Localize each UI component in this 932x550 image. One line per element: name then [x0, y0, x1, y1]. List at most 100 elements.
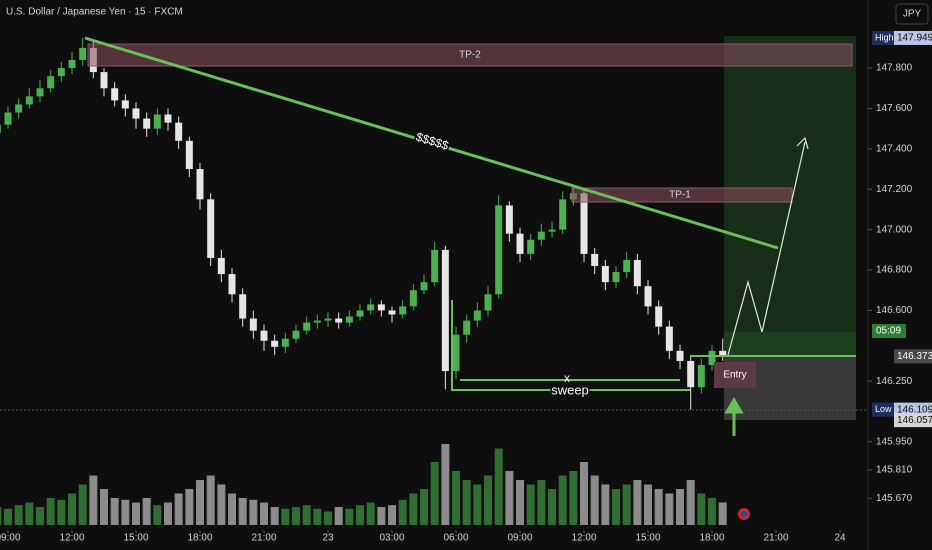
price-label-box [894, 30, 932, 45]
candle-body [345, 316, 353, 323]
candle-body [217, 257, 225, 275]
candle-body [185, 140, 193, 170]
y-tick-label: 147.800 [876, 63, 913, 74]
candle-body [505, 205, 513, 234]
volume-bar [398, 499, 407, 525]
candle-body [260, 330, 268, 341]
y-tick-label: 146.800 [876, 265, 913, 276]
candle-body [644, 286, 652, 307]
price-tag: Low [875, 404, 892, 414]
candle-body [548, 229, 556, 232]
countdown-box [872, 324, 906, 338]
tp1-label: TP-1 [669, 190, 691, 201]
profit-zone [724, 36, 856, 332]
volume-bar [36, 507, 45, 525]
candle-body [537, 231, 545, 240]
volume-bar [590, 475, 599, 525]
candle-body [36, 88, 44, 97]
candle-body [335, 318, 343, 323]
volume-bar [526, 484, 535, 525]
volume-bar [110, 498, 119, 525]
sweep-line [451, 300, 690, 391]
candle-body [196, 169, 204, 200]
candle-body [367, 304, 375, 311]
volume-bar [228, 493, 237, 525]
volume-bar [377, 507, 386, 525]
candle-body [441, 249, 449, 372]
currency-box [895, 3, 929, 25]
volume-bar [217, 484, 226, 525]
volume-bar [100, 489, 109, 525]
candle-body [79, 47, 87, 60]
volume-bar [676, 489, 685, 525]
volume-bar [452, 471, 461, 525]
price-label: 147.949 [897, 33, 932, 44]
y-tick-label: 146.250 [876, 376, 913, 387]
candle-body [399, 306, 407, 315]
candle-body [463, 320, 471, 335]
volume-bar [121, 499, 130, 525]
candle-body [175, 122, 183, 141]
y-tick-label: 147.600 [876, 103, 913, 114]
price-label: 146.109 [897, 404, 932, 415]
x-tick-label: 12:00 [572, 533, 597, 544]
volume-bar [569, 471, 578, 525]
sweep-label: sweep [551, 382, 589, 397]
candle-body [601, 266, 609, 283]
y-tick-label: 145.670 [876, 493, 913, 504]
volume-bar [697, 493, 706, 525]
tp2-box [87, 43, 853, 67]
volume-bar [260, 502, 269, 525]
x-tick-label: 21:00 [251, 533, 276, 544]
volume-bar [686, 480, 695, 525]
volume-bar [292, 507, 301, 525]
volume-bar [484, 475, 493, 525]
volume-bar [345, 508, 354, 525]
currency: JPY [903, 9, 922, 20]
projection [727, 141, 806, 356]
candle-body [495, 205, 503, 295]
symbol-title: U.S. Dollar / Japanese Yen · 15 · FXCM [6, 7, 183, 18]
candle-body [303, 322, 311, 331]
volume-bar [601, 484, 610, 525]
volume-bar [313, 508, 322, 525]
candle-body [516, 233, 524, 254]
x-tick-label: 21:00 [764, 533, 789, 544]
candle-body [281, 338, 289, 347]
candle-body [4, 112, 12, 125]
candle-body [591, 253, 599, 267]
volume-bar [270, 507, 279, 525]
volume-bar [57, 499, 66, 525]
tp2-label: TP-2 [459, 50, 481, 61]
candle-body [420, 282, 428, 291]
candle-body [452, 334, 460, 372]
entry-arrow [724, 397, 744, 436]
y-tick-label: 147.000 [876, 224, 913, 235]
volume-bar [334, 507, 343, 525]
volume-bar [718, 502, 727, 525]
volume-bar [249, 499, 258, 525]
volume-bar [494, 448, 503, 525]
x-tick-label: 06:00 [443, 533, 468, 544]
volume-bar [25, 502, 34, 525]
candle-body [356, 310, 364, 317]
candle-body [655, 306, 663, 327]
price-label-box [894, 413, 932, 428]
candle-body [633, 259, 641, 287]
x-tick-label: 15:00 [123, 533, 148, 544]
x-tick-label: 09:00 [508, 533, 533, 544]
candle-body [239, 294, 247, 319]
candle-body [612, 272, 620, 283]
candle-body [473, 310, 481, 321]
candle-body [313, 320, 321, 323]
volume-bar [473, 484, 482, 525]
price-tag: High [875, 32, 894, 42]
volume-bar [644, 484, 653, 525]
volume-bar [654, 489, 663, 525]
y-tick-label: 147.200 [876, 184, 913, 195]
volume-bar [366, 502, 375, 525]
candle-body [484, 294, 492, 311]
x-tick-label: 18:00 [187, 533, 212, 544]
